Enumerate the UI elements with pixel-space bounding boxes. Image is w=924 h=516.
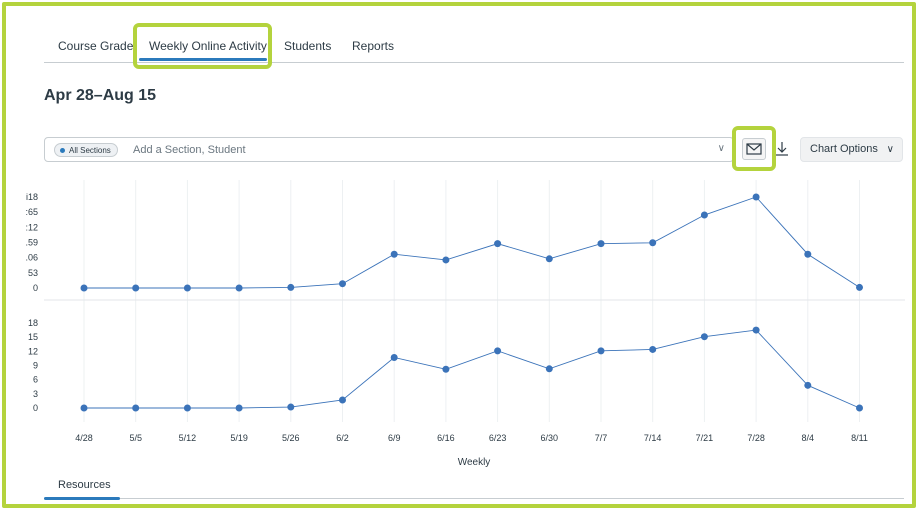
data-point <box>390 353 398 361</box>
x-tick-label: 5/12 <box>179 433 197 443</box>
y-tick-label: 0 <box>33 403 38 413</box>
series-line <box>84 196 860 289</box>
message-students-button[interactable] <box>742 138 766 160</box>
section-student-filter[interactable]: All Sections Add a Section, Student ∨ <box>44 137 734 162</box>
chip-dot-icon <box>60 148 65 153</box>
download-button[interactable] <box>772 138 792 160</box>
y-tick-label: 15 <box>28 332 38 342</box>
data-point <box>494 347 502 355</box>
active-tab-indicator <box>139 58 267 61</box>
x-tick-label: 5/19 <box>230 433 248 443</box>
data-point <box>752 326 760 334</box>
chevron-down-icon: ∨ <box>886 144 894 155</box>
data-point <box>856 404 863 412</box>
data-point <box>339 396 346 404</box>
data-point <box>700 333 708 341</box>
tab-course-grade[interactable]: Course Grade <box>58 39 134 53</box>
data-point <box>597 240 605 248</box>
x-tick-label: 7/7 <box>595 433 608 443</box>
x-tick-label: 8/11 <box>851 433 868 443</box>
y-tick-label: .59 <box>25 238 38 248</box>
data-point <box>132 404 140 412</box>
x-tick-label: 5/5 <box>129 433 142 443</box>
y-tick-label: :12 <box>25 222 38 232</box>
data-point <box>700 211 708 219</box>
data-point <box>132 284 140 292</box>
x-tick-label: 4/28 <box>75 433 93 443</box>
x-tick-label: 6/16 <box>437 433 455 443</box>
data-point <box>442 256 450 264</box>
y-tick-label: 18 <box>28 318 38 328</box>
chevron-down-icon[interactable]: ∨ <box>717 143 725 154</box>
data-point <box>856 283 863 291</box>
y-tick-label: :65 <box>25 207 38 217</box>
envelope-icon <box>746 143 762 155</box>
data-point <box>183 284 191 292</box>
data-point <box>494 240 502 248</box>
filter-placeholder: Add a Section, Student <box>133 144 246 156</box>
data-point <box>442 365 450 373</box>
data-point <box>545 365 553 373</box>
tab-resources[interactable]: Resources <box>58 479 111 491</box>
data-point <box>235 284 243 292</box>
data-point <box>804 250 812 258</box>
x-tick-label: 5/26 <box>282 433 300 443</box>
x-tick-label: 6/2 <box>336 433 349 443</box>
bottom-tab-divider <box>44 498 904 499</box>
weekly-activity-chart: 0 53 .06 .59 :12 :65 i18 0 3 6 9 12 15 18 4/28 5/5 5/12 5… <box>25 180 905 468</box>
tab-reports[interactable]: Reports <box>352 39 395 53</box>
data-point <box>597 347 605 355</box>
date-range-title: Apr 28–Aug 15 <box>44 87 157 104</box>
series-line <box>84 329 860 409</box>
y-tick-label: i18 <box>26 192 38 202</box>
data-point <box>287 283 295 291</box>
y-tick-label: 9 <box>33 361 38 371</box>
data-point <box>804 381 812 389</box>
x-tick-label: 7/28 <box>747 433 765 443</box>
data-point <box>235 404 243 412</box>
x-tick-label: 6/9 <box>388 433 401 443</box>
x-tick-label: 6/23 <box>489 433 507 443</box>
all-sections-chip[interactable]: All Sections <box>54 143 118 157</box>
data-point <box>183 404 191 412</box>
data-point <box>80 284 88 292</box>
tab-students[interactable]: Students <box>284 39 332 53</box>
data-point <box>287 403 295 411</box>
data-point <box>339 280 346 288</box>
y-tick-label: 6 <box>33 375 38 385</box>
data-point <box>545 255 553 263</box>
y-tick-label: 0 <box>33 283 38 293</box>
download-icon <box>776 142 788 156</box>
chip-label: All Sections <box>69 146 111 155</box>
data-point <box>649 345 657 353</box>
screenshot-frame <box>2 2 916 508</box>
x-tick-label: 6/30 <box>541 433 559 443</box>
data-point <box>390 250 398 258</box>
data-point <box>752 193 760 201</box>
y-tick-label: 3 <box>33 389 38 399</box>
data-point <box>649 239 657 247</box>
y-tick-label: 12 <box>28 346 38 356</box>
x-tick-label: 7/14 <box>644 433 662 443</box>
x-tick-label: 7/21 <box>696 433 714 443</box>
x-tick-label: 8/4 <box>802 433 815 443</box>
data-point <box>80 404 88 412</box>
y-tick-label: 53 <box>28 268 38 278</box>
y-tick-label: .06 <box>25 253 38 263</box>
tab-weekly-online-activity[interactable]: Weekly Online Activity <box>149 39 267 53</box>
tab-bar: Course Grade Weekly Online Activity Stud… <box>44 30 904 63</box>
x-axis-label: Weekly <box>458 457 491 468</box>
chart-options-button[interactable]: Chart Options ∨ <box>800 137 903 162</box>
chart-options-label: Chart Options <box>810 143 878 155</box>
resources-tab-indicator <box>44 497 120 500</box>
